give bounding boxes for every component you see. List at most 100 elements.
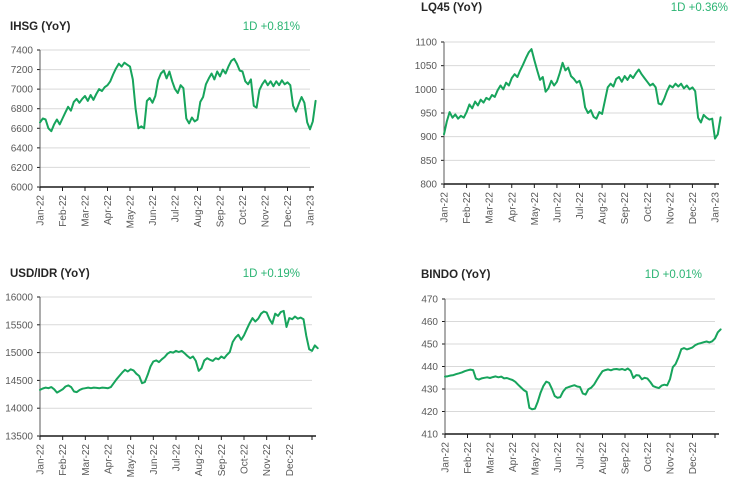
y-axis-label: 7000	[11, 85, 34, 96]
x-axis-label: Jun-22	[149, 444, 160, 475]
usdidr-chart-header: USD/IDR (YoY) 1D +0.19%	[10, 268, 300, 280]
x-axis-label: May-22	[126, 195, 137, 229]
ihsg-chart-panel: IHSG (YoY) 1D +0.81% 7400 7200 7000 6800 660…	[0, 0, 365, 250]
x-axis-label: May-22	[531, 442, 542, 476]
x-axis-label: Jan-22	[36, 195, 47, 226]
x-axis-label: Jul-22	[172, 444, 183, 472]
x-axis-label: Sep-22	[620, 192, 631, 225]
x-axis-label: Dec-22	[688, 442, 699, 475]
y-axis-label: 7400	[11, 46, 34, 57]
usdidr-chart-title: USD/IDR (YoY)	[10, 268, 90, 280]
x-axis-label: Sep-22	[216, 195, 227, 228]
x-axis-label: Jun-22	[553, 442, 564, 473]
x-axis-label: Sep-22	[217, 444, 228, 477]
x-axis-label: Apr-22	[104, 444, 115, 474]
x-axis-label: Oct-22	[238, 195, 249, 225]
x-axis-label: Nov-22	[262, 444, 273, 477]
y-axis-label: 6600	[11, 124, 34, 135]
y-axis-label: 14000	[5, 404, 33, 415]
y-axis-label: 850	[420, 156, 437, 167]
x-axis-label: Nov-22	[666, 442, 677, 475]
lq45-chart-title: LQ45 (YoY)	[421, 2, 483, 14]
ihsg-chart-header: IHSG (YoY) 1D +0.81%	[10, 21, 300, 33]
y-axis-label: 420	[421, 407, 438, 418]
y-axis-label: 16000	[5, 293, 33, 304]
x-axis-label: Feb-22	[463, 442, 474, 474]
x-axis-label: Mar-22	[486, 442, 497, 474]
x-axis-label: Oct-22	[240, 444, 251, 474]
bindo-chart-title: BINDO (YoY)	[421, 269, 491, 281]
series-line	[39, 309, 319, 394]
x-axis-label: Jan-22	[440, 192, 451, 223]
x-axis-label: Aug-22	[598, 442, 609, 475]
y-axis-label: 6400	[11, 143, 34, 154]
x-axis-label: Oct-22	[643, 192, 654, 222]
x-axis-label: Aug-22	[194, 444, 205, 477]
y-axis-label: 450	[421, 340, 438, 351]
y-axis-label: 1000	[415, 85, 438, 96]
x-axis-label: Jun-22	[552, 192, 563, 223]
lq45-change-badge: 1D +0.36%	[670, 2, 728, 14]
x-axis-label: Oct-22	[643, 442, 654, 472]
series-line	[443, 48, 722, 140]
x-axis-label: Aug-22	[598, 192, 609, 225]
y-axis-label: 900	[420, 132, 437, 143]
x-axis-label: Nov-22	[261, 195, 272, 228]
usdidr-chart-panel: USD/IDR (YoY) 1D +0.19% 16000 15500 15000 1…	[0, 250, 365, 487]
x-axis-label: Mar-22	[81, 444, 92, 476]
x-axis-label: Dec-22	[285, 444, 296, 477]
x-axis-label: Apr-22	[507, 192, 518, 222]
x-axis-label: Jun-22	[148, 195, 159, 226]
x-axis-label: Apr-22	[508, 442, 519, 472]
y-axis-label: 15500	[5, 320, 33, 331]
x-axis-label: Mar-22	[81, 195, 92, 227]
ihsg-chart-title: IHSG (YoY)	[10, 21, 71, 33]
bindo-change-badge: 1D +0.01%	[644, 269, 702, 281]
series-line	[39, 57, 317, 133]
x-axis-label: Jul-22	[575, 192, 586, 220]
y-axis-label: 13500	[5, 432, 33, 443]
x-axis-label: May-22	[530, 192, 541, 226]
ihsg-change-badge: 1D +0.81%	[242, 21, 300, 33]
x-axis-label: Jul-22	[576, 442, 587, 470]
x-axis-label: Aug-22	[193, 195, 204, 228]
x-axis-label: May-22	[126, 444, 137, 478]
y-axis-label: 440	[421, 362, 438, 373]
y-axis-label: 6800	[11, 104, 34, 115]
x-axis-label: Jan-23	[306, 195, 317, 226]
bindo-chart-header: BINDO (YoY) 1D +0.01%	[421, 269, 702, 281]
x-axis-label: Dec-22	[688, 192, 699, 225]
y-axis-label: 6000	[11, 183, 34, 194]
x-axis-label: Nov-22	[665, 192, 676, 225]
y-axis-label: 14500	[5, 376, 33, 387]
x-axis-label: Jan-23	[711, 192, 722, 223]
y-axis-label: 800	[420, 180, 437, 191]
y-axis-label: 1050	[415, 61, 438, 72]
y-axis-label: 1100	[415, 38, 437, 49]
usdidr-change-badge: 1D +0.19%	[242, 268, 300, 280]
x-axis-label: Feb-22	[58, 444, 69, 476]
bindo-chart-panel: BINDO (YoY) 1D +0.01% 470 460 450 440 430 420…	[365, 250, 730, 487]
x-axis-label: Apr-22	[103, 195, 114, 225]
x-axis-label: Dec-22	[283, 195, 294, 228]
y-axis-label: 470	[421, 295, 438, 306]
y-axis-label: 7200	[11, 65, 34, 76]
y-axis-label: 460	[421, 317, 438, 328]
x-axis-label: Feb-22	[58, 195, 69, 227]
x-axis-label: Feb-22	[462, 192, 473, 224]
y-axis-label: 950	[420, 109, 437, 120]
x-axis-label: Jul-22	[171, 195, 182, 223]
y-axis-label: 6200	[11, 163, 34, 174]
y-axis-label: 15000	[5, 348, 33, 359]
series-line	[444, 328, 722, 411]
y-axis-label: 410	[421, 430, 438, 441]
x-axis-label: Mar-22	[485, 192, 496, 224]
lq45-chart-panel: LQ45 (YoY) 1D +0.36% 1100 1050 1000 950 900 8…	[365, 0, 730, 245]
y-axis-label: 430	[421, 385, 438, 396]
x-axis-label: Jan-22	[441, 442, 452, 473]
